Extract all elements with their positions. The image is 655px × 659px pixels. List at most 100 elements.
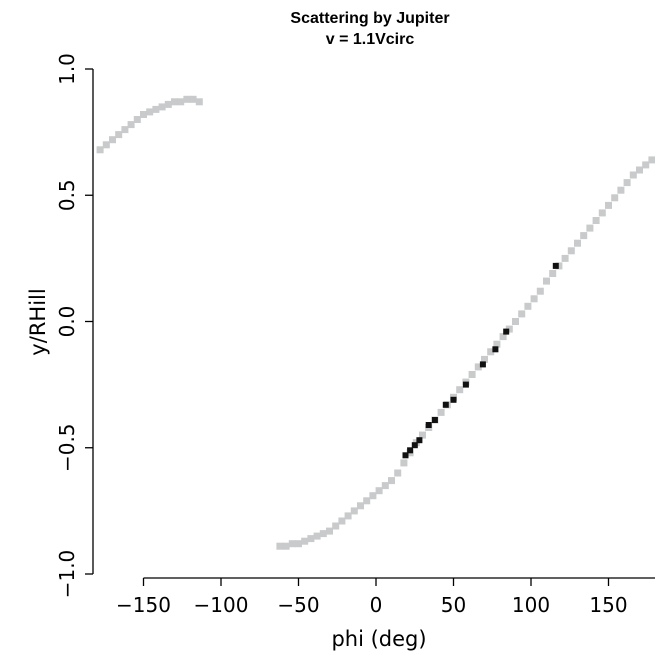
gray-data-point — [140, 111, 147, 118]
gray-data-point — [648, 156, 655, 164]
gray-data-point — [394, 469, 402, 477]
gray-data-point — [555, 262, 563, 270]
black-data-point — [479, 361, 486, 368]
gray-data-point — [636, 166, 643, 174]
x-tick-label: 100 — [512, 593, 550, 617]
gray-data-point — [493, 340, 501, 348]
black-data-point — [407, 447, 414, 454]
black-data-point — [450, 396, 457, 403]
gray-data-point — [363, 497, 371, 505]
gray-data-point — [357, 502, 364, 510]
gray-data-point — [567, 247, 575, 255]
y-tick-label: 0.5 — [55, 179, 79, 211]
gray-data-point — [530, 295, 538, 303]
black-data-point — [402, 452, 409, 459]
gray-data-point — [96, 146, 104, 154]
black-data-point — [442, 401, 449, 408]
dark-point-series — [402, 262, 559, 459]
gray-data-point — [282, 542, 290, 550]
gray-data-point — [419, 431, 426, 439]
light-point-series — [96, 95, 655, 550]
gray-data-point — [474, 363, 482, 371]
gray-data-point — [102, 141, 110, 149]
gray-data-point — [549, 270, 557, 277]
gray-data-point — [133, 116, 141, 123]
gray-data-point — [437, 408, 445, 416]
y-tick-label: −1.0 — [55, 550, 79, 599]
gray-data-point — [115, 131, 123, 139]
gray-data-point — [326, 527, 333, 535]
gray-data-point — [127, 121, 135, 129]
gray-data-point — [332, 522, 340, 530]
gray-data-point — [313, 532, 321, 540]
gray-data-point — [586, 224, 594, 232]
gray-data-point — [276, 542, 284, 550]
gray-data-point — [629, 171, 637, 179]
gray-data-point — [598, 209, 606, 217]
x-tick-label: 50 — [441, 593, 466, 617]
black-data-point — [492, 346, 499, 353]
black-data-point — [425, 422, 432, 428]
chart-subtitle: v = 1.1Vcirc — [326, 31, 415, 48]
x-tick-label: 0 — [370, 593, 383, 617]
gray-data-point — [481, 355, 488, 363]
gray-data-point — [121, 126, 129, 134]
gray-data-point — [574, 239, 581, 247]
gray-data-point — [183, 95, 191, 103]
gray-data-point — [338, 517, 346, 525]
chart-title: Scattering by Jupiter — [290, 10, 449, 27]
black-data-point — [552, 262, 559, 269]
gray-data-point — [561, 254, 569, 262]
gray-data-point — [307, 535, 315, 543]
y-axis-label: y/RHill — [26, 288, 50, 355]
x-tick-label: −100 — [194, 593, 249, 617]
black-data-point — [431, 417, 438, 423]
gray-data-point — [171, 98, 178, 106]
gray-data-point — [592, 217, 600, 224]
gray-data-point — [109, 136, 116, 144]
gray-data-point — [512, 318, 519, 325]
black-data-point — [462, 381, 469, 388]
gray-data-point — [164, 100, 172, 108]
x-axis-label: phi (deg) — [331, 627, 426, 651]
gray-data-point — [456, 386, 464, 394]
gray-data-point — [536, 287, 544, 295]
gray-data-point — [499, 333, 507, 341]
gray-data-point — [369, 492, 377, 500]
gray-data-point — [195, 98, 203, 106]
gray-data-point — [487, 348, 495, 356]
x-tick-label: −50 — [277, 593, 319, 617]
gray-data-point — [505, 325, 513, 333]
y-tick-label: 0.0 — [55, 306, 79, 338]
y-axis-ticks: −1.0 −0.5 0.0 0.5 1.0 — [55, 53, 93, 598]
gray-data-point — [611, 194, 619, 202]
x-tick-label: −150 — [116, 593, 171, 617]
gray-data-point — [400, 459, 408, 467]
black-data-point — [503, 328, 510, 335]
gray-data-point — [642, 161, 650, 169]
gray-data-point — [388, 477, 395, 485]
gray-data-point — [468, 371, 476, 378]
gray-data-point — [543, 277, 550, 285]
x-tick-label: 150 — [589, 593, 627, 617]
gray-data-point — [295, 540, 302, 548]
gray-data-point — [344, 512, 352, 520]
gray-data-point — [375, 487, 383, 495]
y-tick-label: −0.5 — [55, 423, 79, 472]
y-tick-label: 1.0 — [55, 53, 79, 85]
gray-data-point — [524, 302, 532, 310]
gray-data-point — [381, 482, 389, 490]
gray-data-point — [158, 103, 166, 111]
gray-data-point — [623, 179, 631, 187]
gray-data-point — [177, 98, 185, 106]
gray-data-point — [518, 310, 526, 318]
gray-data-point — [617, 186, 625, 194]
black-data-point — [416, 437, 423, 444]
gray-data-point — [288, 540, 296, 548]
gray-data-point — [189, 95, 197, 103]
x-axis-ticks: −150 −100 −50 0 50 100 150 — [116, 578, 628, 617]
gray-data-point — [319, 530, 327, 538]
gray-data-point — [152, 105, 160, 113]
gray-data-point — [146, 108, 154, 116]
